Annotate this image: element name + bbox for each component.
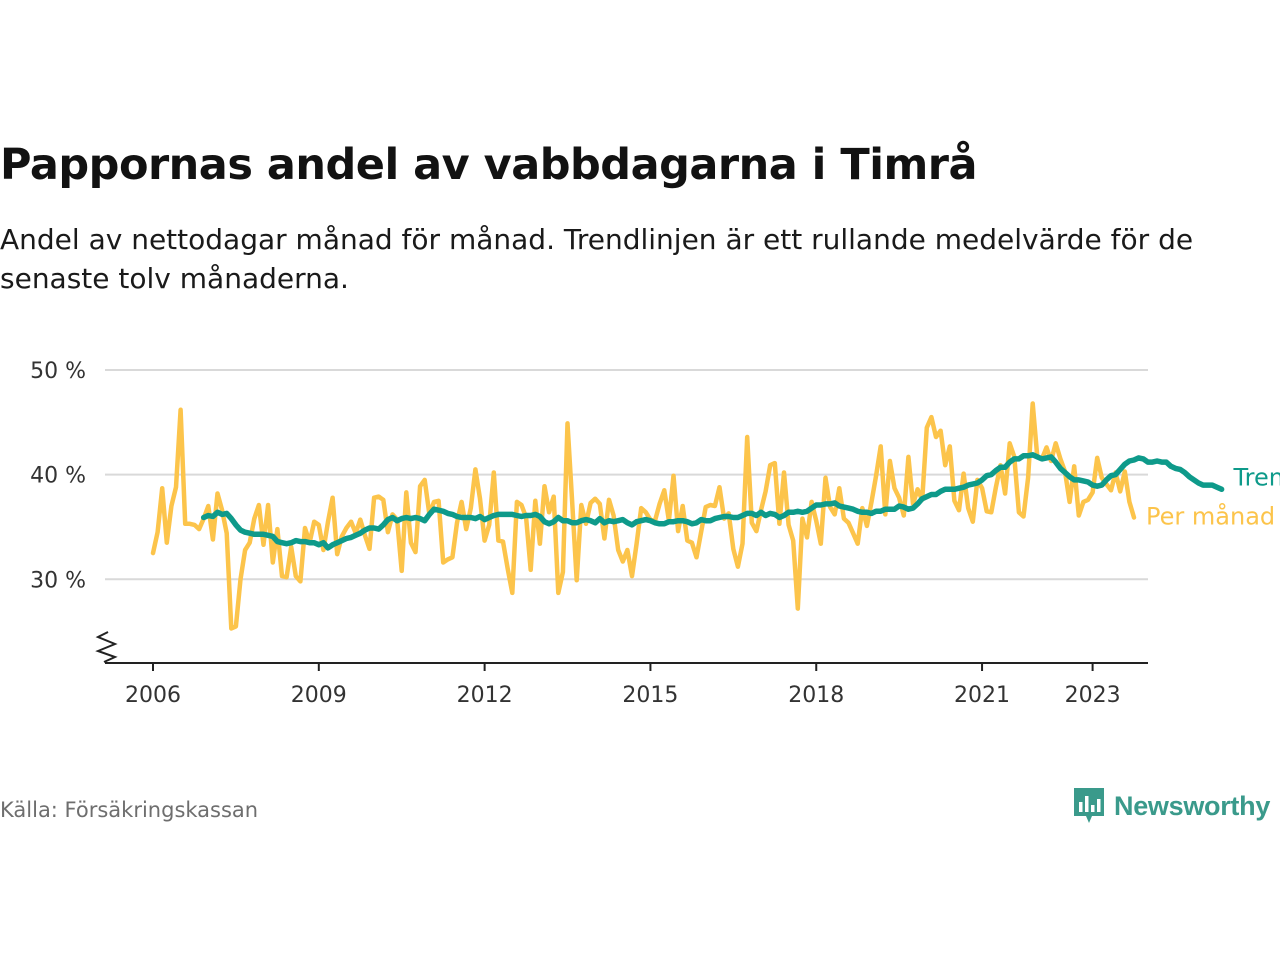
y-axis-break bbox=[95, 631, 118, 663]
x-tick-label-2012: 2012 bbox=[457, 683, 513, 708]
x-tick-label-2006: 2006 bbox=[125, 683, 181, 708]
series-line-per-manad bbox=[150, 401, 1137, 631]
chart-title: Pappornas andel av vabbdagarna i Timrå bbox=[0, 140, 978, 190]
chart-subtitle: Andel av nettodagar månad för månad. Tre… bbox=[0, 223, 1194, 295]
y-tick-label-30: 30 % bbox=[30, 568, 86, 593]
axis-layer: 30 % 40 % 50 % 2006 2009 2012 2015 2018 2021 2023 bbox=[30, 359, 1148, 708]
series-label-trend: Trend bbox=[1233, 463, 1280, 491]
series-layer bbox=[150, 401, 1225, 631]
brand-name: Newsworthy bbox=[1114, 790, 1271, 821]
source-note: Källa: Försäkringskassan bbox=[0, 798, 259, 822]
x-tick-label-2009: 2009 bbox=[291, 683, 347, 708]
label-layer: Per månad Trend bbox=[1146, 463, 1280, 530]
x-tick-label-2015: 2015 bbox=[622, 683, 678, 708]
newsworthy-logo-icon bbox=[1074, 788, 1104, 823]
y-tick-label-50: 50 % bbox=[30, 359, 86, 384]
y-tick-label-40: 40 % bbox=[30, 464, 86, 489]
series-line-trend bbox=[200, 452, 1225, 551]
grid-layer bbox=[105, 369, 1148, 581]
x-tick-label-2021: 2021 bbox=[954, 683, 1010, 708]
series-label-per-manad: Per månad bbox=[1146, 502, 1275, 531]
x-tick-label-2023: 2023 bbox=[1065, 683, 1121, 708]
x-tick-label-2018: 2018 bbox=[788, 683, 844, 708]
newsworthy-logo: Newsworthy bbox=[1072, 786, 1270, 826]
